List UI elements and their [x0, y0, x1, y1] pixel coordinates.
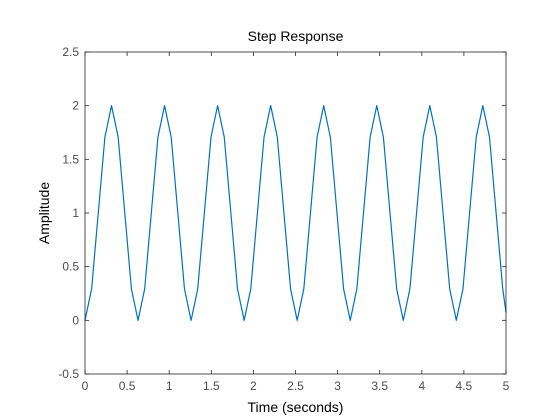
x-tick-label: 2 [250, 379, 257, 393]
series-line-1 [84, 105, 507, 321]
x-tick-label: 4 [418, 379, 425, 393]
y-tick-label: 1.5 [62, 152, 79, 166]
x-tick-label: 3 [334, 379, 341, 393]
x-tick-label: 0.5 [119, 379, 136, 393]
y-tick-label: 2.5 [62, 45, 79, 59]
series-layer [84, 105, 507, 321]
plot-area [85, 52, 506, 374]
y-tick-label: 1 [72, 206, 79, 220]
x-axis-label: Time (seconds) [248, 399, 344, 415]
y-axis-label: Amplitude [36, 182, 52, 244]
x-tick-label: 2.5 [287, 379, 304, 393]
x-tick-label: 4.5 [456, 379, 473, 393]
y-tick-label: 2 [72, 99, 79, 113]
x-axis-ticks [84, 52, 507, 374]
chart-title: Step Response [248, 28, 344, 44]
y-axis-ticks [85, 51, 506, 375]
x-tick-label: 0 [82, 379, 89, 393]
x-tick-label: 3.5 [371, 379, 388, 393]
y-axis-tick-labels: -0.5 0 0.5 1 1.5 2 2.5 [58, 45, 79, 381]
y-tick-label: -0.5 [58, 367, 79, 381]
y-tick-label: 0.5 [62, 260, 79, 274]
x-tick-label: 1 [166, 379, 173, 393]
x-tick-label: 1.5 [203, 379, 220, 393]
x-tick-label: 5 [503, 379, 510, 393]
y-tick-label: 0 [72, 313, 79, 327]
x-axis-tick-labels: 0 0.5 1 1.5 2 2.5 3 3.5 4 4.5 5 [82, 379, 510, 393]
